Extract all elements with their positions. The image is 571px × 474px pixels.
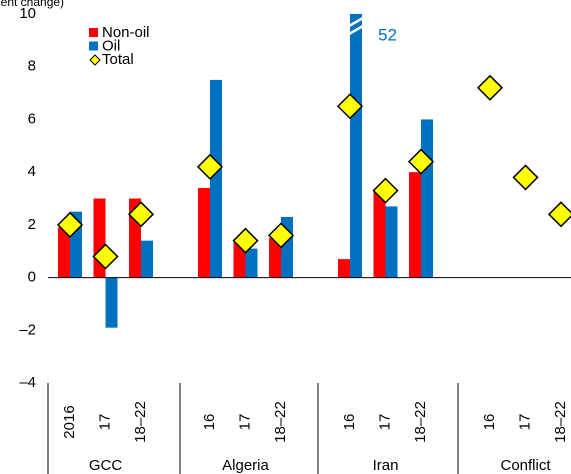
y-tick-label: 8 xyxy=(28,58,36,75)
total-marker xyxy=(92,243,119,270)
bar xyxy=(245,248,258,278)
group-label: GCC xyxy=(89,457,123,474)
value-label: 52 xyxy=(378,25,397,44)
bar xyxy=(409,172,421,278)
y-tick-label: 0 xyxy=(28,269,36,286)
y-tick-label: 6 xyxy=(28,110,36,127)
break-mark xyxy=(348,24,364,36)
bar xyxy=(269,238,281,278)
total-marker xyxy=(512,164,539,191)
legend-swatch xyxy=(89,41,98,51)
group-label: Algeria xyxy=(222,457,269,474)
x-tick-label: 17 xyxy=(516,414,533,431)
bar xyxy=(58,227,70,278)
bar xyxy=(198,187,210,278)
legend-marker xyxy=(89,54,101,66)
total-marker xyxy=(476,74,504,101)
x-tick-label: 18–22 xyxy=(272,401,289,443)
bar xyxy=(210,79,222,278)
total-marker xyxy=(232,227,259,254)
total-marker xyxy=(196,153,224,180)
x-tick-label: 16 xyxy=(481,414,498,431)
x-tick-label: 18–22 xyxy=(132,401,149,443)
bar xyxy=(373,190,386,278)
x-tick-label: 17 xyxy=(96,414,113,431)
group-label: Conflict xyxy=(500,457,551,474)
group-label: Iran xyxy=(373,457,399,474)
total-marker xyxy=(336,93,364,120)
legend-label: Oil xyxy=(102,37,120,54)
y-tick-label: 2 xyxy=(28,216,36,233)
total-marker xyxy=(547,201,571,228)
legend-label: Non-oil xyxy=(102,24,150,41)
bar xyxy=(350,14,362,278)
bar xyxy=(105,277,118,328)
break-mark xyxy=(348,16,364,28)
total-marker xyxy=(372,177,399,204)
y-tick-label: –4 xyxy=(19,374,36,391)
bar xyxy=(141,240,153,278)
chart-subtitle: (Percent change) xyxy=(0,0,64,9)
x-tick-label: 18–22 xyxy=(552,401,569,443)
total-marker xyxy=(407,148,435,175)
x-tick-label: 17 xyxy=(236,414,253,431)
total-marker xyxy=(267,222,295,249)
total-marker xyxy=(127,201,155,228)
bar xyxy=(421,119,433,278)
x-tick-label: 2016 xyxy=(61,405,78,438)
legend-label: Total xyxy=(102,51,134,68)
x-tick-label: 17 xyxy=(376,414,393,431)
y-tick-label: 4 xyxy=(28,163,36,180)
x-tick-label: 18–22 xyxy=(412,401,429,443)
bar xyxy=(338,259,350,278)
bar xyxy=(385,206,398,278)
y-tick-label: –2 xyxy=(19,321,36,338)
total-marker xyxy=(56,211,84,238)
x-tick-label: 16 xyxy=(341,414,358,431)
y-tick-label: 10 xyxy=(19,5,36,22)
x-tick-label: 16 xyxy=(201,414,218,431)
legend-swatch xyxy=(89,28,98,37)
